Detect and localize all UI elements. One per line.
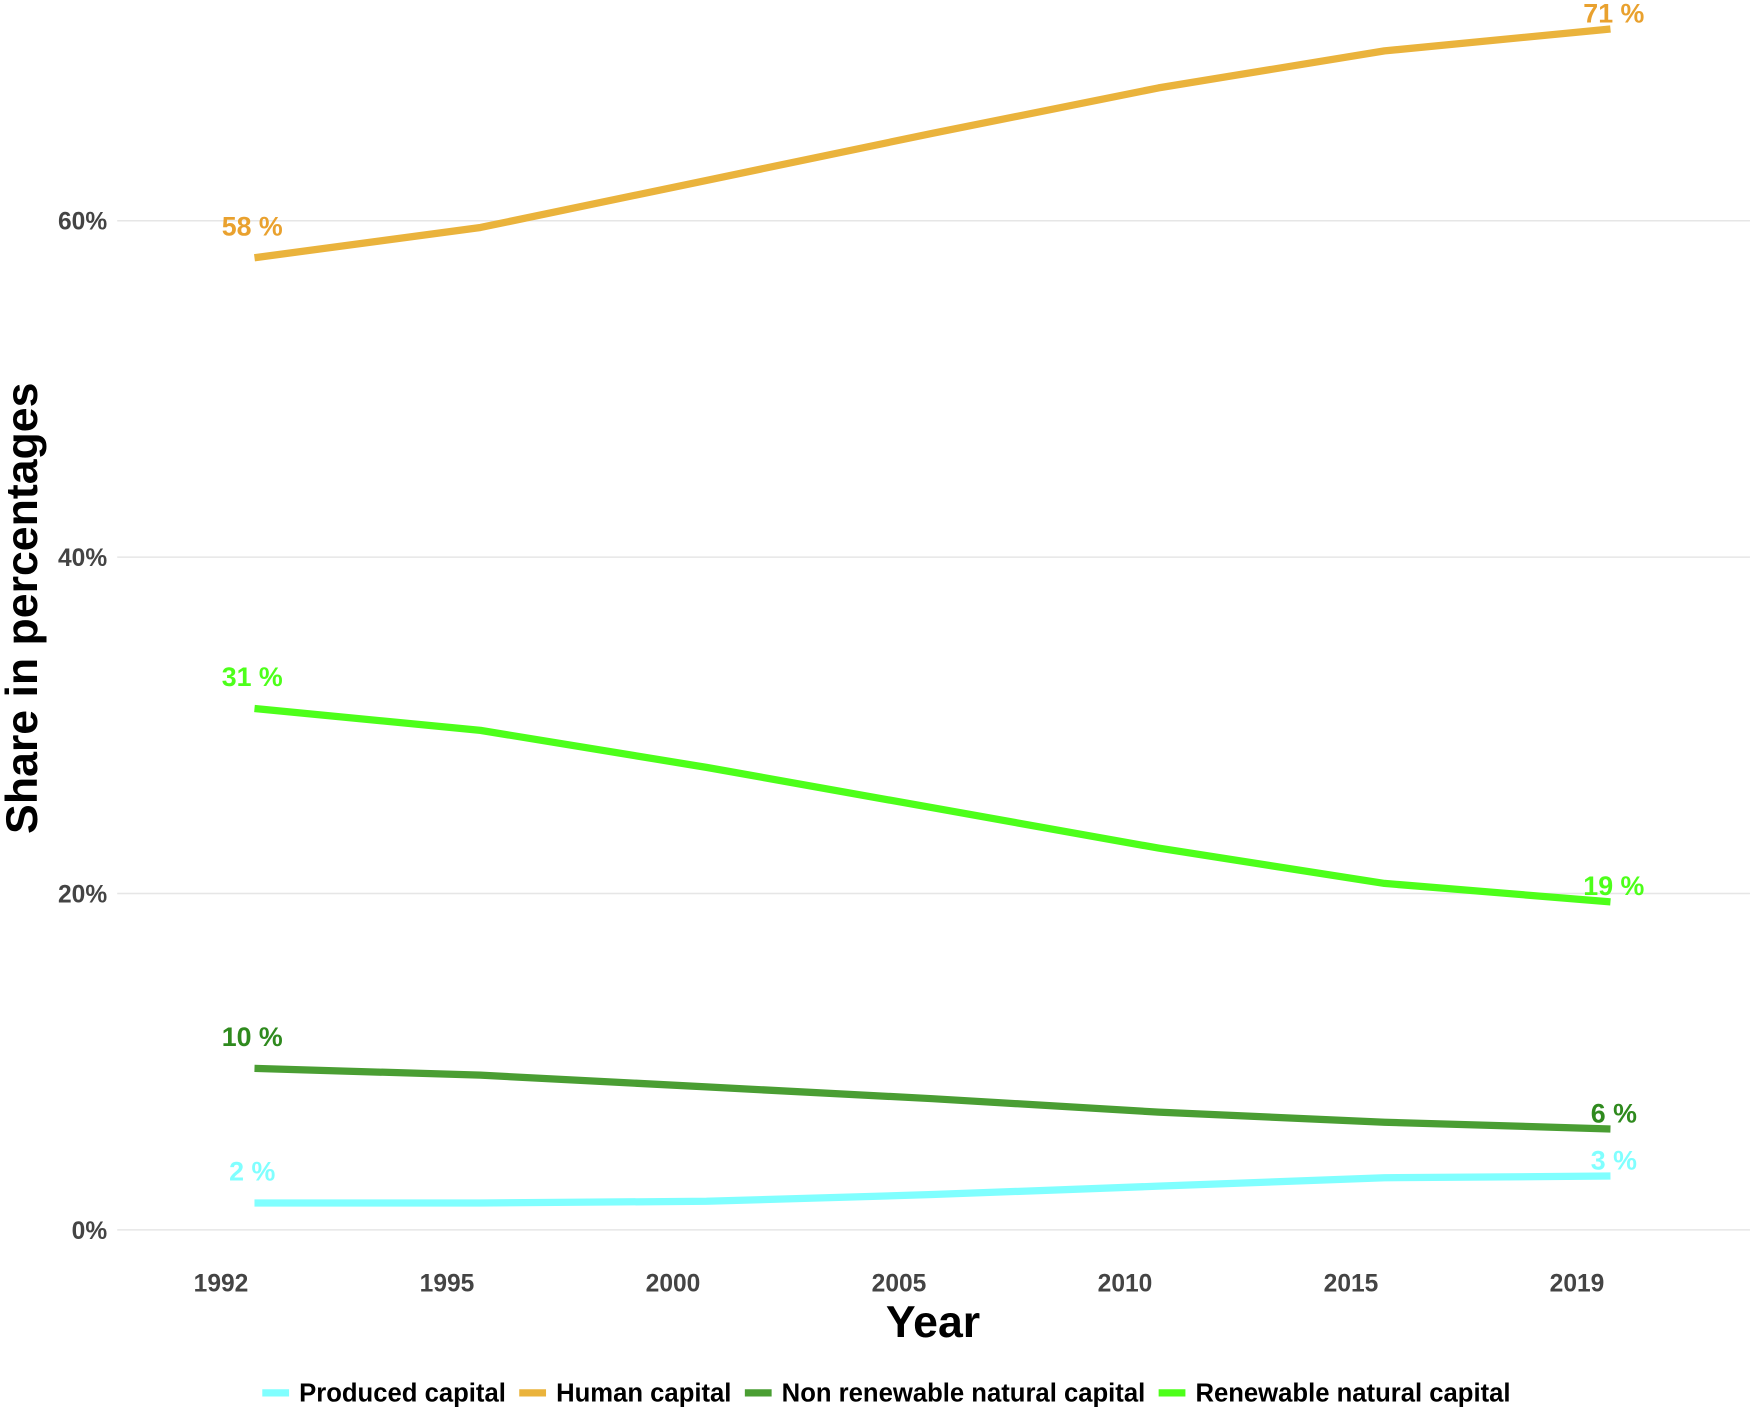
y-tick-label: 0% <box>72 1218 108 1245</box>
x-tick-label: 1995 <box>420 1270 475 1297</box>
x-axis-title: Year <box>886 1298 980 1347</box>
y-tick-label: 60% <box>58 209 107 236</box>
x-tick-label: 1992 <box>194 1270 249 1297</box>
legend-label: Produced capital <box>299 1380 506 1408</box>
data-labels: 2 % 3 % 58 % 71 % 10 % 6 % 31 % 19 % <box>222 0 1645 1187</box>
x-tick-label: 2019 <box>1550 1270 1605 1297</box>
legend-item: Human capital <box>519 1380 731 1408</box>
legend-item: Renewable natural capital <box>1158 1380 1511 1408</box>
y-tick-label: 40% <box>58 545 107 572</box>
series-line <box>254 704 1611 906</box>
legend-label: Renewable natural capital <box>1195 1380 1510 1408</box>
y-tick-label: 20% <box>58 881 107 908</box>
legend-label: Human capital <box>556 1380 731 1408</box>
data-label-end: 6 % <box>1591 1098 1637 1128</box>
legend-item: Produced capital <box>262 1380 506 1408</box>
data-label-start: 2 % <box>229 1157 275 1187</box>
x-tick-label: 2005 <box>872 1270 927 1297</box>
x-tick-label: 2000 <box>646 1270 701 1297</box>
gridlines <box>117 220 1750 1231</box>
series-lines <box>254 25 1611 1207</box>
x-axis-ticks: 1992 1995 2000 2005 2010 2015 2019 <box>194 1270 1605 1297</box>
data-label-end: 19 % <box>1583 871 1644 901</box>
x-tick-label: 2010 <box>1098 1270 1153 1297</box>
series-line <box>254 25 1611 262</box>
x-tick-label: 2015 <box>1324 1270 1379 1297</box>
series-line <box>254 1064 1611 1133</box>
y-axis-title: Share in percentages <box>0 383 47 834</box>
data-label-end: 3 % <box>1591 1145 1637 1175</box>
data-label-start: 10 % <box>222 1022 283 1052</box>
legend: Produced capital Human capital Non renewab… <box>262 1380 1511 1408</box>
series-line <box>254 1172 1611 1207</box>
legend-label: Non renewable natural capital <box>782 1380 1146 1408</box>
data-label-start: 31 % <box>222 662 283 692</box>
y-axis-ticks: 0% 20% 40% 60% <box>58 209 107 1245</box>
data-label-end: 71 % <box>1583 0 1644 28</box>
legend-item: Non renewable natural capital <box>744 1380 1146 1408</box>
data-label-start: 58 % <box>222 211 283 241</box>
